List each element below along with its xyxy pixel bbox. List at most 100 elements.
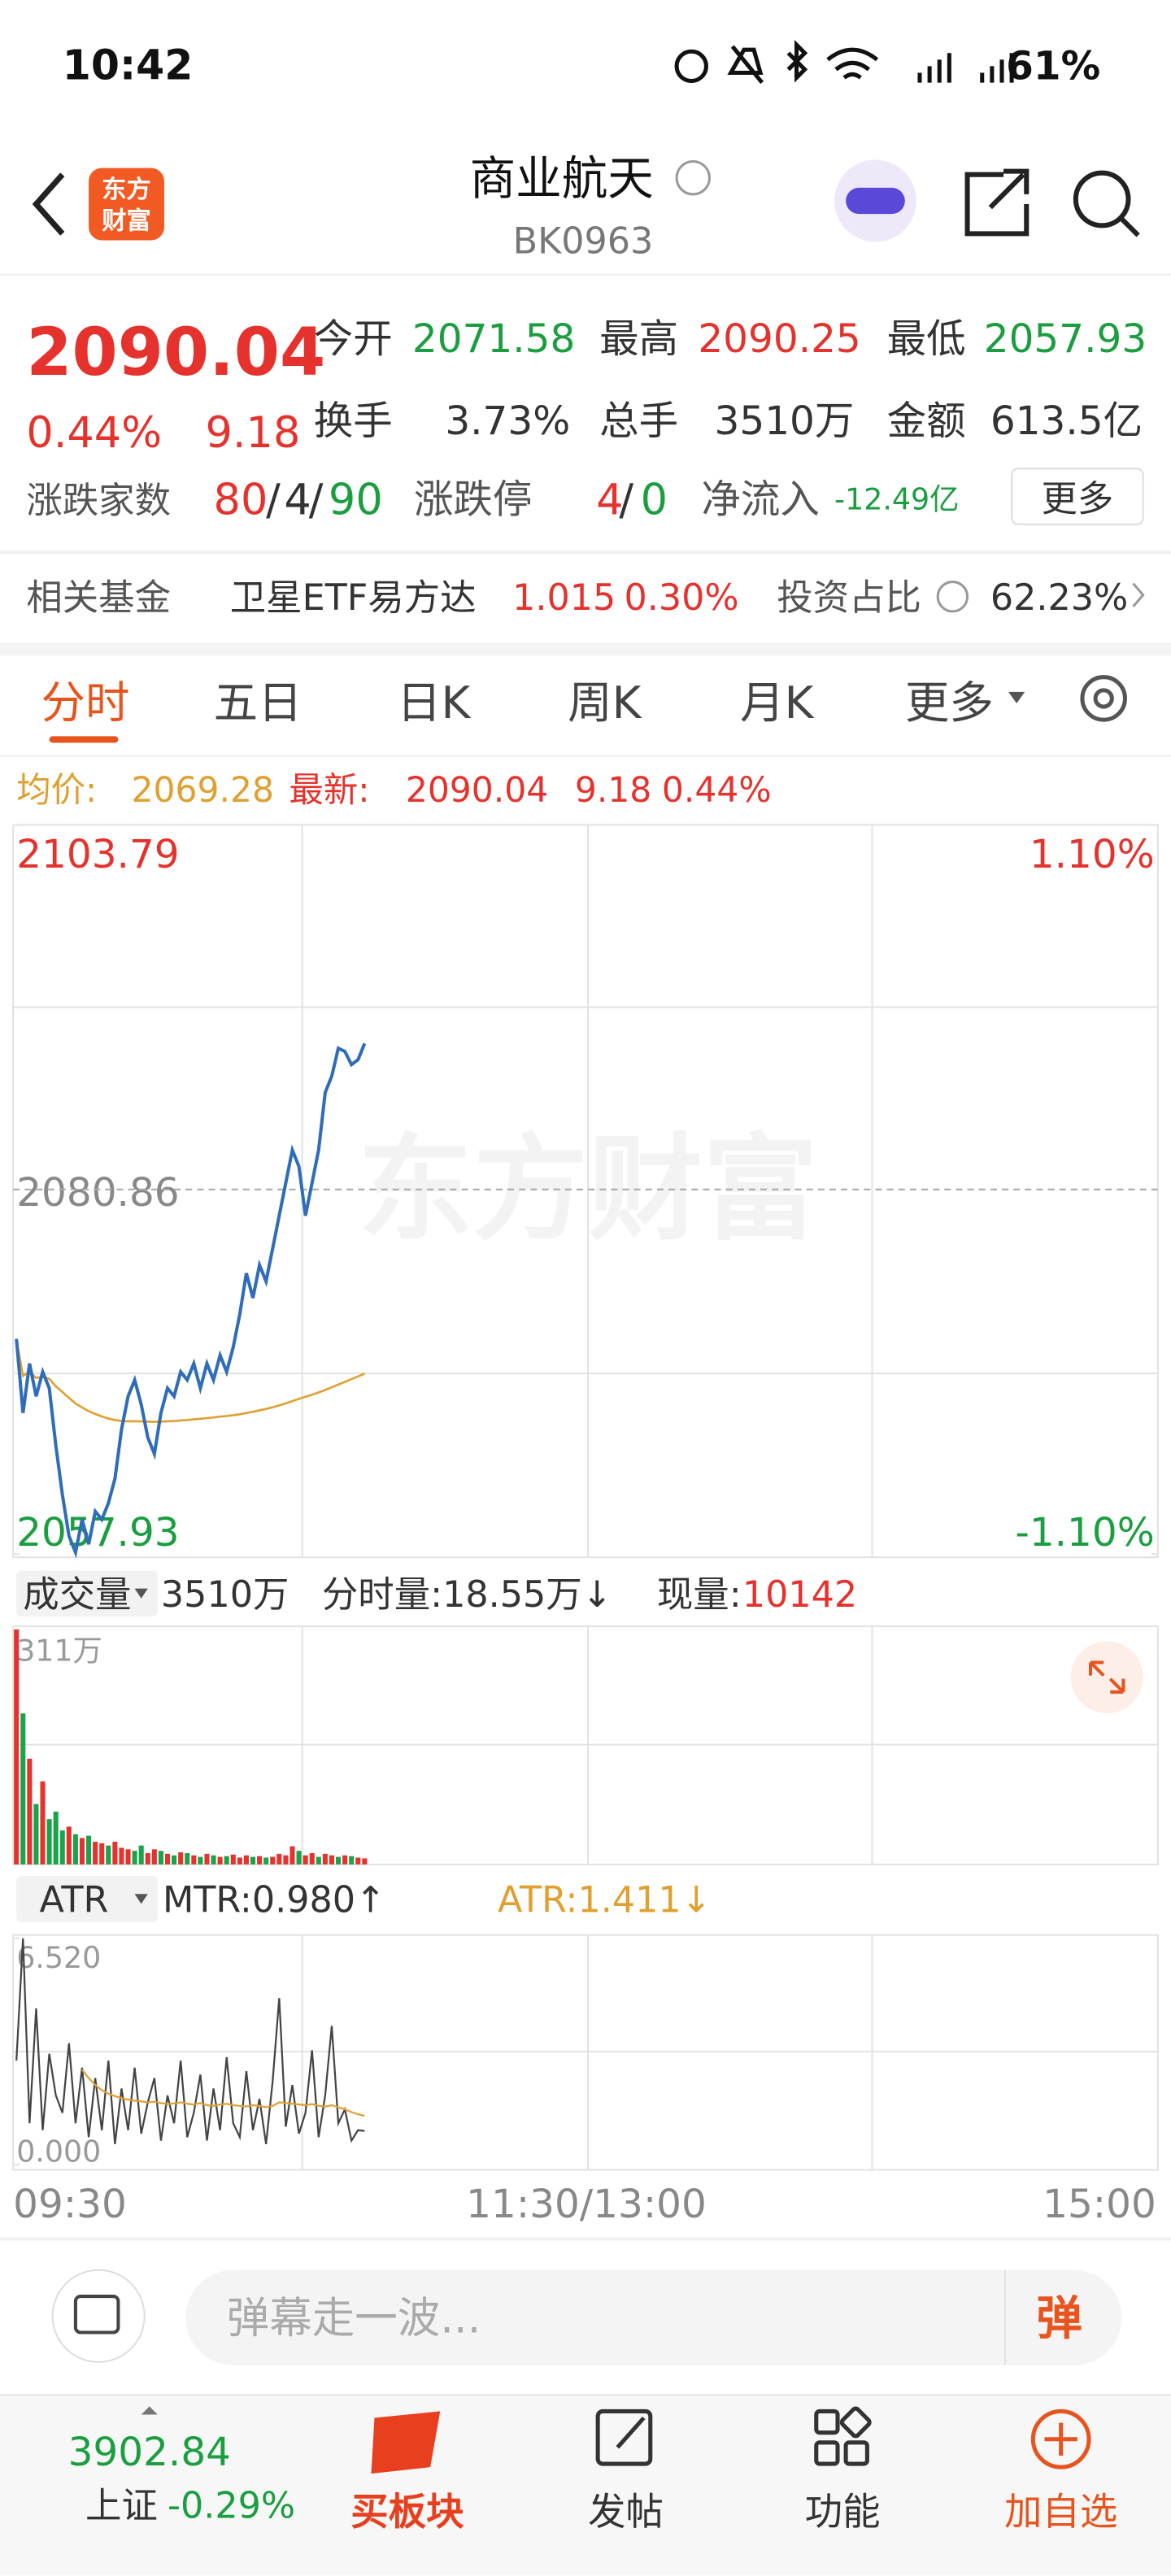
limit-down: 0 <box>641 476 668 525</box>
tab[interactable]: 日K <box>397 677 472 729</box>
breadth-flat: 4 <box>284 476 311 525</box>
tab[interactable]: 更多 <box>905 677 994 729</box>
comment-placeholder[interactable]: 弹幕走一波... <box>227 2293 481 2343</box>
quote-value: 2071.58 <box>412 316 575 362</box>
quote-value: 613.5亿 <box>990 398 1143 444</box>
y-tick-label: 2103.79 <box>16 832 179 877</box>
quote-value: 2057.93 <box>984 316 1147 362</box>
quote-label: 净流入 <box>701 477 819 523</box>
volume-bar <box>178 1852 184 1865</box>
indicator-selector[interactable] <box>16 1876 158 1922</box>
fund-label: 投资占比 <box>777 577 921 619</box>
help-icon[interactable] <box>936 581 969 613</box>
volume-bar <box>46 1819 52 1865</box>
volume-bar <box>14 1630 20 1865</box>
volume-bar <box>53 1811 59 1865</box>
volume-bar <box>316 1856 321 1865</box>
volume-bar <box>198 1856 203 1865</box>
info-icon[interactable] <box>675 160 711 196</box>
section-gap <box>0 642 1171 656</box>
last-price: 2090.04 <box>26 315 325 391</box>
volume-bar <box>86 1835 92 1865</box>
series-line <box>81 2069 365 2117</box>
battery: 61% <box>1006 44 1100 89</box>
y-tick-label: 2057.93 <box>16 1510 179 1556</box>
legend-value: 2069.28 <box>132 771 274 811</box>
tab-underline <box>49 736 119 743</box>
change-pct: 0.44% <box>26 408 162 458</box>
comment-input[interactable] <box>185 2269 1122 2365</box>
tab[interactable]: 月K <box>740 677 815 729</box>
legend-label: 均价: <box>16 771 97 811</box>
tab[interactable]: 五日 <box>214 677 303 729</box>
change: 9.18 <box>205 408 300 458</box>
indicator-selector[interactable] <box>16 1570 158 1617</box>
volume-bar <box>309 1852 315 1865</box>
expand-arrow[interactable] <box>141 2406 158 2415</box>
tab[interactable]: 分时 <box>41 677 130 729</box>
expand-button[interactable] <box>1070 1641 1143 1714</box>
expand-icon <box>1089 1660 1125 1694</box>
nav-label[interactable]: 发帖 <box>588 2490 664 2534</box>
volume-bar <box>40 1781 46 1865</box>
net-inflow: -12.49亿 <box>834 482 960 517</box>
clock: 10:42 <box>63 41 194 89</box>
volume-bar <box>145 1852 150 1865</box>
minute-volume: 分时量:18.55万↓ <box>322 1574 612 1616</box>
nav-icons[interactable] <box>595 2406 872 2466</box>
volume-bar <box>72 1834 78 1865</box>
volume-bar <box>112 1842 118 1865</box>
current-volume: 10142 <box>742 1574 857 1616</box>
search-button[interactable] <box>1073 170 1140 237</box>
status-icons <box>674 40 1014 85</box>
y2-tick-label: -1.10% <box>1015 1510 1154 1556</box>
breadth-up: 80 <box>214 476 268 525</box>
share-button[interactable] <box>964 168 1030 237</box>
quote-value: 3.73% <box>445 398 570 444</box>
volume-bar <box>276 1853 282 1865</box>
volume-bar <box>224 1856 229 1865</box>
chevron[interactable] <box>1132 582 1145 607</box>
danmaku-button[interactable]: 弹 <box>1036 2293 1082 2346</box>
volume-bar <box>164 1853 171 1865</box>
indicator-name[interactable]: 成交量 <box>23 1574 131 1616</box>
indicator-name[interactable]: ATR <box>39 1879 108 1921</box>
settings-button[interactable] <box>1080 675 1127 722</box>
more-button-label[interactable]: 更多 <box>1041 479 1113 520</box>
volume-bar <box>27 1758 33 1865</box>
back-button[interactable] <box>32 172 65 236</box>
nav-label[interactable]: 买板块 <box>350 2490 464 2534</box>
series-line <box>15 1338 365 1423</box>
volume-bar <box>158 1851 163 1865</box>
nav-label[interactable]: 功能 <box>805 2490 881 2534</box>
quote-label: 最低 <box>887 316 966 362</box>
volume-bar <box>243 1855 249 1865</box>
nav-label[interactable]: 加自选 <box>1004 2490 1117 2534</box>
add-watchlist-icon[interactable] <box>1030 2408 1091 2469</box>
x-tick-label: 09:30 <box>13 2182 127 2227</box>
volume-bar <box>125 1849 131 1865</box>
more-button[interactable] <box>1011 468 1144 525</box>
series-line <box>15 1042 367 1559</box>
volume-bar <box>303 1855 308 1865</box>
y-tick-label: 311万 <box>16 1633 102 1668</box>
volume-bar <box>204 1853 210 1865</box>
fund-name[interactable]: 卫星ETF易方达 <box>230 577 477 619</box>
breadth-down: 90 <box>329 476 383 525</box>
fund-ratio: 62.23% <box>990 577 1128 619</box>
volume-bar <box>211 1855 216 1865</box>
volume-bar <box>355 1857 361 1865</box>
volume-bar <box>237 1857 242 1865</box>
volume-bar <box>93 1842 98 1865</box>
x-tick-label: 15:00 <box>1043 2182 1156 2227</box>
separator: / <box>266 476 281 525</box>
nav-icon[interactable] <box>371 2411 441 2474</box>
danmaku-settings[interactable] <box>51 2269 146 2363</box>
tab[interactable]: 周K <box>568 677 642 729</box>
quote-label: 金额 <box>887 398 966 444</box>
legend-entry: MTR:0.980↑ <box>163 1879 385 1921</box>
legend-label: 最新: <box>289 771 369 811</box>
volume-bar <box>296 1851 302 1865</box>
index-pct: -0.29% <box>168 2486 295 2527</box>
